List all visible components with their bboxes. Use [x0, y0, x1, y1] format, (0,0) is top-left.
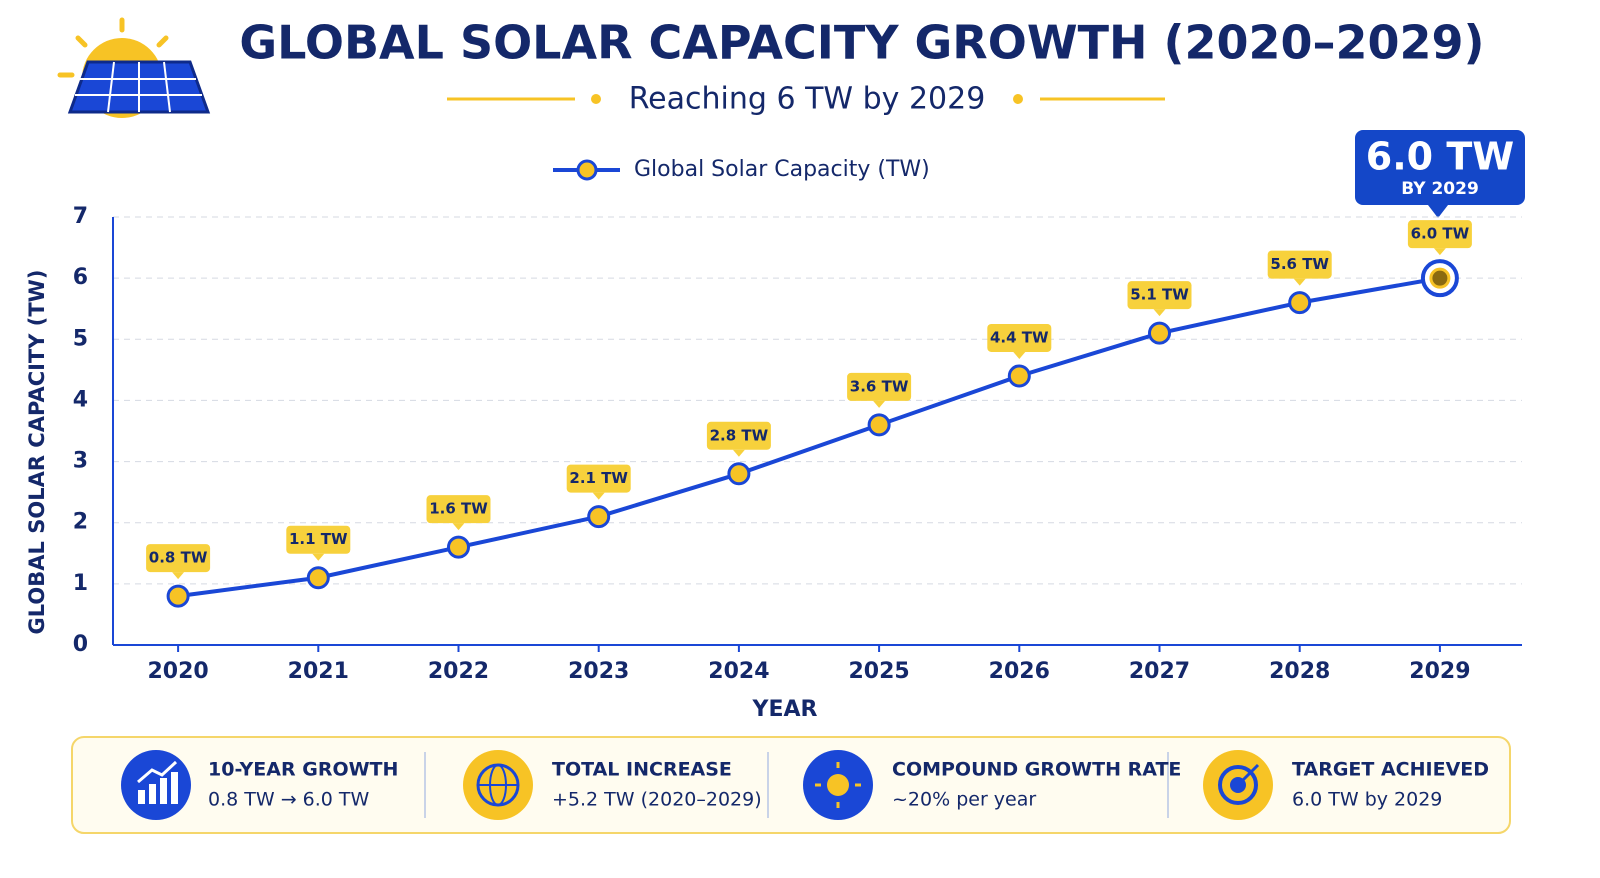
- decor: [1013, 94, 1023, 104]
- summary-title: 10-YEAR GROWTH: [208, 759, 398, 781]
- data-label: 2.1 TW: [569, 469, 628, 487]
- summary-title: TARGET ACHIEVED: [1292, 759, 1489, 781]
- x-tick-label: 2021: [288, 659, 349, 684]
- summary-panel: [71, 736, 1511, 834]
- y-tick-label: 0: [73, 632, 88, 657]
- data-label: 5.6 TW: [1270, 255, 1329, 273]
- label-pointer: [172, 572, 185, 580]
- x-tick-label: 2025: [848, 659, 909, 684]
- logo: [57, 17, 211, 118]
- line: [177, 276, 1441, 599]
- x-tick-label: 2027: [1129, 659, 1190, 684]
- label-box: [847, 372, 912, 401]
- label-box: [1127, 281, 1192, 310]
- label-box: [146, 544, 211, 573]
- x-tick-label: 2023: [568, 659, 629, 684]
- summary-text: ~20% per year: [892, 789, 1036, 811]
- marker: [1148, 321, 1171, 345]
- data-label: 0.8 TW: [149, 549, 208, 567]
- label-pointer: [732, 449, 745, 457]
- marker: [587, 505, 611, 529]
- marker: [1288, 291, 1312, 315]
- summary-text: +5.2 TW (2020–2029): [552, 789, 762, 811]
- marker: [727, 462, 751, 486]
- x-tick-label: 2029: [1409, 659, 1470, 684]
- x-tick-label: 2026: [989, 659, 1050, 684]
- marker: [1429, 267, 1451, 289]
- label-pointer: [873, 400, 886, 408]
- label-pointer: [1293, 278, 1306, 286]
- summary-text: 6.0 TW by 2029: [1292, 789, 1442, 811]
- x-axis-label: YEAR: [752, 697, 818, 722]
- x-tick-label: 2020: [147, 659, 208, 684]
- label-box: [987, 323, 1052, 352]
- callout: 6.0 TW BY 2029: [1355, 130, 1525, 218]
- label-pointer: [1013, 351, 1026, 359]
- summary-title: COMPOUND GROWTH RATE: [892, 759, 1181, 781]
- data-label: 3.6 TW: [850, 377, 909, 395]
- data-label: 6.0 TW: [1411, 225, 1470, 243]
- label-pointer: [452, 523, 465, 531]
- marker: [306, 566, 330, 590]
- y-tick-label: 2: [73, 510, 88, 535]
- chart-title: GLOBAL SOLAR CAPACITY GROWTH (2020–2029): [239, 16, 1484, 70]
- x-tick-label: 2028: [1269, 659, 1330, 684]
- y-tick-label: 4: [73, 387, 88, 412]
- y-axis-label: GLOBAL SOLAR CAPACITY (TW): [25, 270, 49, 635]
- x-tick-label: 2024: [708, 659, 769, 684]
- decor: [591, 94, 601, 104]
- marker: [867, 413, 891, 437]
- y-tick-label: 3: [73, 449, 88, 474]
- marker: [447, 535, 470, 559]
- legend-label: Global Solar Capacity (TW): [634, 157, 930, 182]
- data-label: 1.6 TW: [429, 500, 488, 518]
- x-tick-label: 2022: [428, 659, 489, 684]
- marker: [1007, 364, 1031, 388]
- data-label: 2.8 TW: [710, 426, 769, 444]
- chart-subtitle: Reaching 6 TW by 2029: [629, 82, 986, 117]
- marker: [166, 584, 190, 608]
- y-tick-label: 7: [73, 204, 88, 229]
- summary-text: 0.8 TW → 6.0 TW: [208, 789, 370, 811]
- data-label: 5.1 TW: [1130, 286, 1189, 304]
- label-pointer: [592, 492, 605, 500]
- callout-subtext: BY 2029: [1401, 179, 1479, 199]
- label-pointer: [1153, 309, 1166, 317]
- label-box: [706, 421, 771, 450]
- label-box: [1267, 250, 1332, 279]
- label-box: [1407, 220, 1472, 249]
- label-box: [286, 525, 351, 554]
- y-tick-label: 6: [73, 265, 88, 290]
- y-tick-label: 5: [73, 326, 88, 351]
- label-pointer: [312, 553, 325, 561]
- data-label: 4.4 TW: [990, 328, 1049, 346]
- y-tick-label: 1: [73, 571, 88, 596]
- summary-title: TOTAL INCREASE: [552, 759, 732, 781]
- callout-text: 6.0 TW: [1366, 135, 1514, 179]
- label-pointer: [1433, 248, 1446, 256]
- label-box: [566, 464, 631, 493]
- label-box: [426, 495, 491, 524]
- data-label: 1.1 TW: [289, 530, 348, 548]
- legend-marker: [576, 159, 598, 181]
